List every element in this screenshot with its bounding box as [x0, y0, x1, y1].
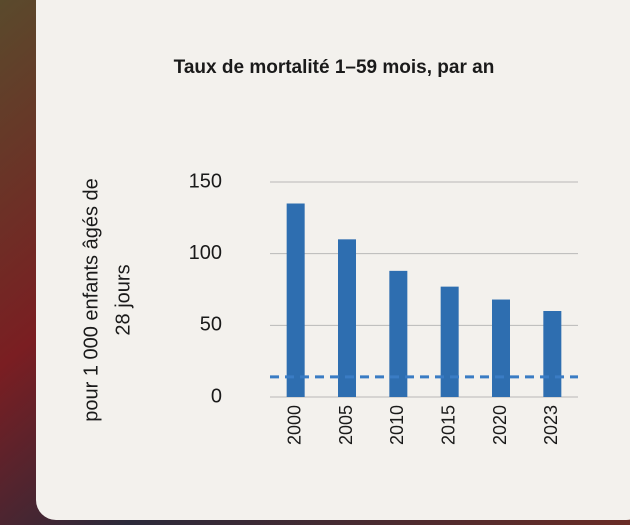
- bar: [543, 311, 562, 397]
- x-tick-label: 2020: [490, 405, 510, 445]
- bar: [440, 286, 459, 397]
- card: [36, 0, 630, 520]
- x-tick-label: 2015: [438, 405, 458, 445]
- y-tick-label: 150: [189, 170, 222, 192]
- bar: [338, 239, 356, 397]
- y-tick-label: 100: [189, 242, 222, 264]
- y-axis-label: 28 jours: [112, 264, 134, 335]
- bar: [492, 299, 510, 397]
- chart-title: Taux de mortalité 1–59 mois, par an: [174, 57, 495, 78]
- x-tick-label: 2010: [387, 405, 407, 445]
- x-tick-label: 2000: [284, 405, 304, 445]
- bar: [389, 270, 408, 397]
- y-axis-label: pour 1 000 enfants âgés de: [80, 178, 102, 422]
- x-tick-label: 2005: [336, 405, 356, 445]
- bar: [286, 203, 305, 397]
- y-tick-label: 0: [211, 385, 222, 407]
- y-tick-label: 50: [200, 314, 222, 336]
- x-tick-label: 2023: [541, 405, 561, 445]
